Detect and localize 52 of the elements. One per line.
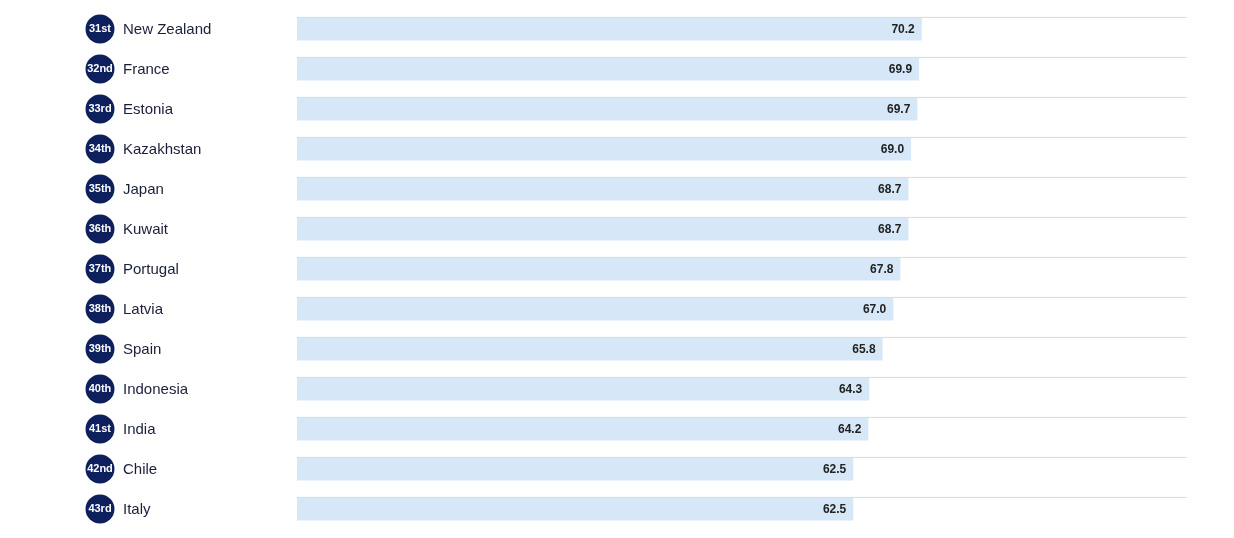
- y-tick-label: Italy: [123, 500, 152, 517]
- data-label: 69.7: [886, 102, 911, 116]
- text: 40th: [88, 382, 112, 394]
- bar: [297, 177, 909, 201]
- data-label: 68.7: [878, 222, 902, 236]
- text: 37th: [88, 262, 112, 274]
- data-label: 62.5: [822, 502, 847, 516]
- data-label: 62.5: [822, 462, 847, 476]
- bar: [297, 297, 894, 321]
- text: 38th: [88, 302, 112, 314]
- text: 36th: [88, 222, 112, 234]
- data-label: 64.3: [838, 382, 863, 396]
- text: 33rd: [88, 102, 112, 114]
- bar: [297, 337, 883, 361]
- bar: [297, 17, 922, 41]
- bar: [297, 257, 901, 281]
- y-tick-label: Spain: [123, 340, 162, 357]
- bar: [297, 497, 854, 521]
- y-tick-label: Japan: [123, 180, 164, 197]
- data-label: 69.9: [888, 62, 913, 76]
- y-tick-label: New Zealand: [123, 20, 212, 37]
- y-tick-label: Indonesia: [123, 380, 189, 397]
- bar: [297, 217, 909, 241]
- text: 31st: [88, 22, 112, 34]
- y-tick-label: Chile: [123, 460, 158, 477]
- y-tick-label: Portugal: [123, 260, 179, 277]
- text: 42nd: [87, 462, 113, 474]
- y-tick-label: Kazakhstan: [123, 140, 202, 157]
- y-tick-label: France: [123, 60, 170, 77]
- data-label: 69.0: [880, 142, 905, 156]
- text: 41st: [88, 422, 112, 434]
- data-label: 67.8: [870, 262, 894, 276]
- text: 43rd: [88, 502, 112, 514]
- bar: [297, 417, 869, 441]
- bar: [297, 137, 912, 161]
- bar: [297, 457, 854, 481]
- text: 32nd: [87, 62, 113, 74]
- data-label: 68.7: [878, 182, 902, 196]
- y-tick-label: Kuwait: [123, 220, 169, 237]
- text: 34th: [88, 142, 112, 154]
- data-label: 64.2: [838, 422, 862, 436]
- y-tick-label: Estonia: [123, 100, 174, 117]
- data-label: 67.0: [862, 302, 887, 316]
- y-tick-label: India: [123, 420, 157, 437]
- y-tick-label: Latvia: [123, 300, 164, 317]
- bar: [297, 377, 870, 401]
- data-label: 65.8: [852, 342, 876, 356]
- data-label: 70.2: [891, 22, 916, 36]
- text: 35th: [88, 182, 112, 194]
- bar: [297, 57, 920, 81]
- bar: [297, 97, 918, 121]
- text: 39th: [88, 342, 112, 354]
